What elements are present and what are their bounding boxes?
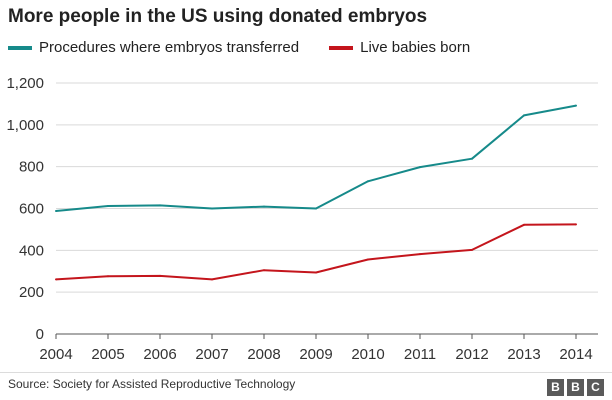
x-tick-label: 2014 bbox=[559, 346, 592, 363]
data-point bbox=[315, 271, 317, 274]
data-point bbox=[315, 207, 317, 210]
y-tick-label: 1,000 bbox=[6, 117, 44, 134]
x-tick-label: 2008 bbox=[247, 346, 280, 363]
data-point bbox=[211, 278, 213, 281]
source-note: Source: Society for Assisted Reproductiv… bbox=[8, 377, 296, 391]
legend-item-live-births: Live babies born bbox=[329, 39, 470, 56]
data-point bbox=[367, 258, 369, 261]
footer-divider bbox=[0, 372, 612, 373]
data-point bbox=[107, 204, 109, 207]
data-point bbox=[367, 180, 369, 183]
y-tick-label: 800 bbox=[19, 159, 44, 176]
series-line-1 bbox=[55, 223, 577, 281]
data-point bbox=[159, 274, 161, 277]
data-point bbox=[575, 104, 577, 107]
x-tick-label: 2009 bbox=[299, 346, 332, 363]
y-tick-label: 400 bbox=[19, 242, 44, 259]
data-point bbox=[263, 269, 265, 272]
logo-letter: B bbox=[567, 379, 584, 396]
legend-item-procedures: Procedures where embryos transferred bbox=[8, 39, 299, 56]
line-chart: 0 200 400 600 800 1,000 1,200 2004 2005 2006 2007 2… bbox=[6, 75, 598, 363]
chart-legend: Procedures where embryos transferred Liv… bbox=[8, 39, 500, 56]
y-tick-label: 1,200 bbox=[6, 75, 44, 92]
y-tick-label: 0 bbox=[36, 326, 44, 343]
data-point bbox=[107, 275, 109, 278]
y-tick-label: 200 bbox=[19, 284, 44, 301]
data-point bbox=[523, 223, 525, 226]
logo-letter: B bbox=[547, 379, 564, 396]
x-tick-label: 2012 bbox=[455, 346, 488, 363]
legend-swatch-procedures bbox=[8, 45, 32, 50]
x-tick-label: 2004 bbox=[39, 346, 72, 363]
logo-letter: C bbox=[587, 379, 604, 396]
x-tick-label: 2007 bbox=[195, 346, 228, 363]
x-tick-label: 2005 bbox=[91, 346, 124, 363]
data-point bbox=[55, 210, 57, 213]
x-tick-label: 2010 bbox=[351, 346, 384, 363]
x-tick-label: 2013 bbox=[507, 346, 540, 363]
y-tick-label: 600 bbox=[19, 201, 44, 218]
series-line-0 bbox=[55, 104, 577, 212]
data-point bbox=[523, 114, 525, 117]
data-point bbox=[159, 204, 161, 207]
data-point bbox=[419, 166, 421, 169]
legend-label-live-births: Live babies born bbox=[360, 39, 471, 56]
legend-label-procedures: Procedures where embryos transferred bbox=[39, 39, 300, 56]
x-tick-label: 2006 bbox=[143, 346, 176, 363]
data-point bbox=[55, 278, 57, 281]
data-point bbox=[419, 253, 421, 256]
data-point bbox=[263, 205, 265, 208]
data-point bbox=[575, 223, 577, 226]
x-tick-label: 2011 bbox=[404, 346, 436, 363]
chart-title: More people in the US using donated embr… bbox=[8, 6, 428, 27]
data-point bbox=[471, 248, 473, 251]
data-point bbox=[211, 207, 213, 210]
bbc-logo: B B C bbox=[544, 379, 604, 396]
legend-swatch-live-births bbox=[329, 45, 354, 50]
data-point bbox=[471, 157, 473, 160]
